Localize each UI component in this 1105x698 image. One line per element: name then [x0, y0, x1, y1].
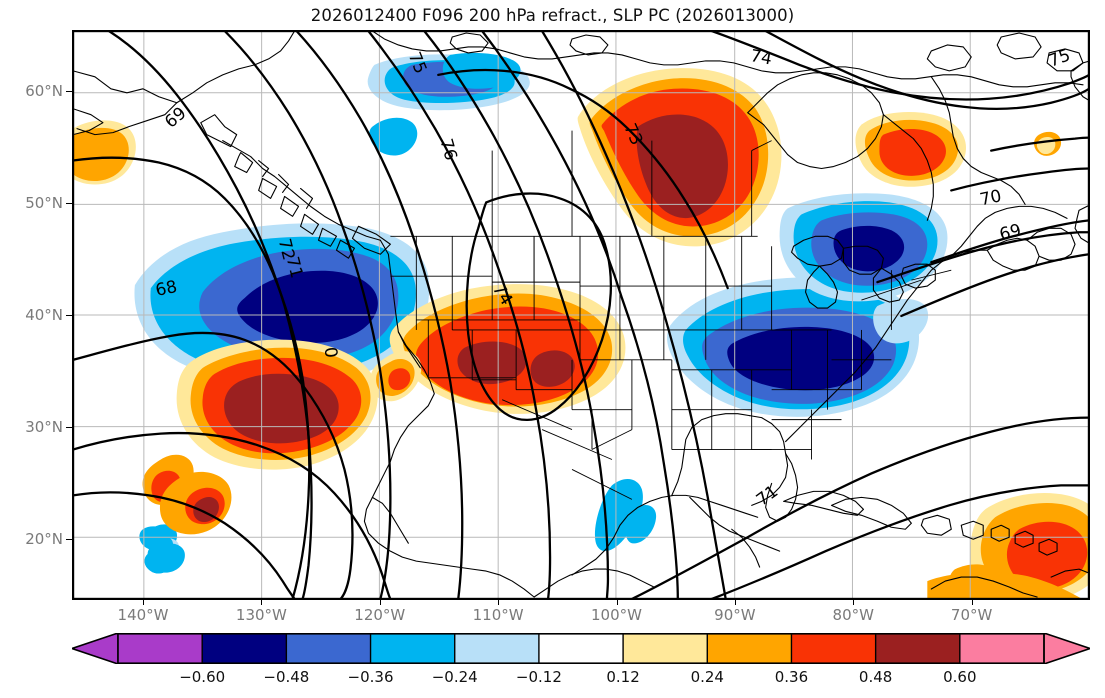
lon-tick-label: 120°W	[354, 606, 406, 624]
colorbar-band	[623, 633, 708, 664]
lon-tick-mark	[853, 600, 855, 605]
map-plot-area[interactable]: 69 68 72 71 0 75 76 74 73 74 71 70 69 75	[72, 30, 1090, 600]
colorbar-tick-label: 0.12	[606, 668, 640, 686]
colorbar-band	[202, 633, 287, 664]
map-canvas: 69 68 72 71 0 75 76 74 73 74 71 70 69 75	[73, 31, 1089, 599]
colorbar-band	[454, 633, 540, 664]
colorbar-band	[875, 633, 961, 664]
page-title: 2026012400 F096 200 hPa refract., SLP PC…	[310, 6, 795, 25]
lat-tick-mark	[66, 91, 72, 93]
lon-tick-mark	[971, 600, 973, 605]
lat-tick-mark	[66, 203, 72, 205]
contour-label-68: 68	[154, 276, 179, 300]
lon-tick-mark	[498, 600, 500, 605]
contour-label-70-east: 70	[978, 185, 1003, 209]
lat-tick-mark	[66, 538, 72, 540]
contour-label-74-top: 74	[749, 45, 774, 68]
contour-line-layer	[73, 31, 1089, 599]
colorbar-band	[959, 633, 1045, 664]
colorbar-over-arrow	[1043, 633, 1090, 664]
colorbar-band	[286, 633, 371, 664]
lat-tick-mark	[66, 315, 72, 316]
lon-tick-label: 90°W	[714, 606, 756, 624]
lon-tick-mark	[379, 600, 381, 605]
colorbar[interactable]	[72, 633, 1090, 664]
lon-tick-mark	[734, 600, 736, 605]
colorbar-tick-label: −0.48	[263, 668, 310, 686]
contour-label-70: 0	[321, 346, 342, 359]
lon-tick-mark	[261, 600, 263, 605]
colorbar-tick-label: 0.60	[943, 668, 977, 686]
colorbar-tick-label: −0.12	[515, 668, 562, 686]
lon-tick-mark	[143, 600, 145, 605]
lat-tick-label: 30°N	[25, 417, 63, 436]
colorbar-tick-label: −0.60	[179, 668, 226, 686]
lon-tick-label: 140°W	[117, 606, 169, 624]
lon-tick-label: 70°W	[950, 606, 993, 624]
lon-tick-label: 80°W	[832, 606, 874, 624]
lon-tick-label: 110°W	[472, 606, 524, 624]
colorbar-tick-label: −0.24	[431, 668, 478, 686]
colorbar-band	[707, 633, 792, 664]
colorbar-tick-label: 0.36	[774, 668, 809, 686]
lon-tick-label: 130°W	[235, 606, 287, 624]
colorbar-tick-label: 0.48	[858, 668, 893, 686]
colorbar-band	[538, 633, 624, 664]
lat-tick-label: 50°N	[25, 194, 63, 213]
colorbar-tick-label: 0.24	[690, 668, 724, 686]
colorbar-frame	[117, 633, 1045, 664]
lat-tick-mark	[66, 426, 72, 428]
lon-tick-label: 100°W	[591, 606, 642, 624]
colorbar-band	[118, 633, 203, 664]
gridline-layer	[73, 31, 1089, 599]
lat-tick-label: 20°N	[25, 529, 63, 548]
lat-tick-label: 60°N	[25, 82, 63, 101]
colorbar-svg	[72, 633, 1090, 664]
colorbar-tick-label: −0.36	[347, 668, 394, 686]
colorbar-band	[791, 633, 877, 664]
lat-tick-label: 40°N	[25, 306, 63, 324]
colorbar-band	[370, 633, 456, 664]
colorbar-under-arrow	[72, 633, 119, 664]
lon-tick-mark	[616, 600, 618, 605]
